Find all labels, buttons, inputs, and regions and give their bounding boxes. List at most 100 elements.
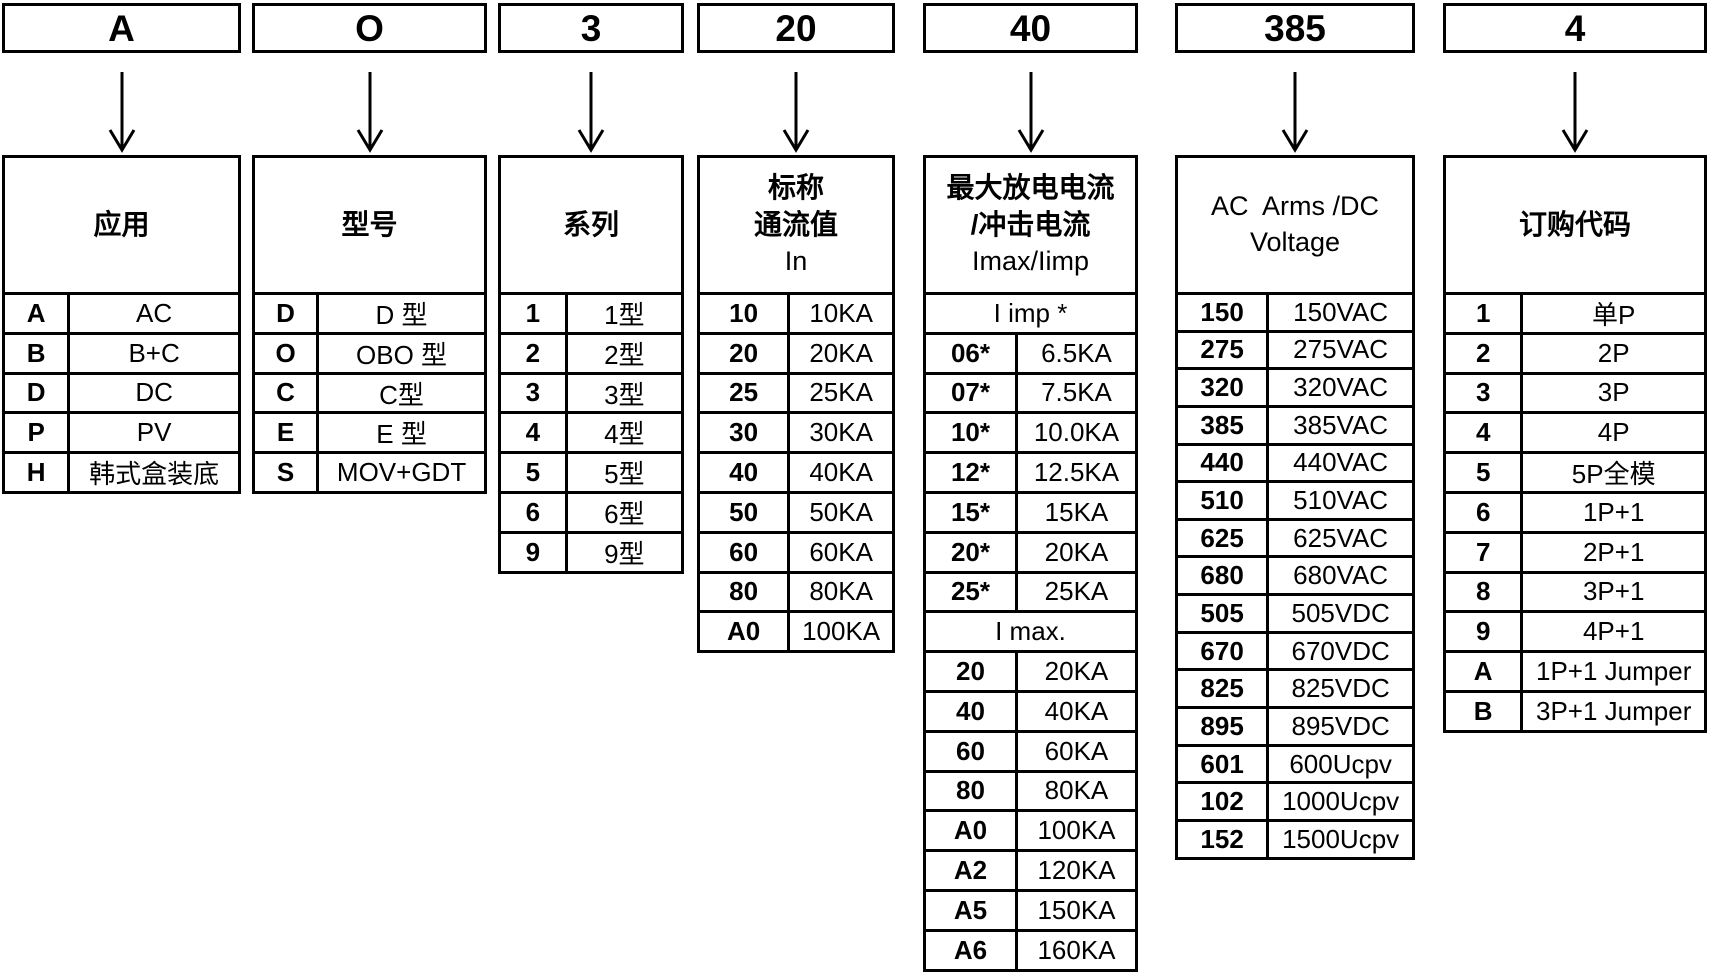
row-value-cell: 440VAC [1293, 447, 1389, 478]
row-value-cell: AC [136, 297, 173, 328]
table-row: S MOV+GDT [255, 451, 484, 491]
row-code-cell: 670 [1178, 633, 1270, 669]
row-value-cell: B+C [128, 337, 180, 368]
row-value-cell: 25KA [809, 377, 873, 408]
table-row: 150 150VAC [1178, 292, 1412, 330]
row-code-cell: 30 [700, 414, 791, 452]
row-code-cell: 9 [501, 533, 568, 571]
header-line: AC Arms /DC [1210, 191, 1379, 222]
table-row: 40 40KA [926, 689, 1135, 730]
row-code-cell: 2 [1446, 334, 1524, 372]
row-value-cell: 100KA [1037, 815, 1116, 846]
table-row: B 3P+1 Jumper [1446, 689, 1704, 730]
table-row: H 韩式盒装底 [5, 451, 238, 491]
row-code-cell: 06* [926, 334, 1018, 372]
header-line: 订购代码 [1518, 208, 1631, 240]
table-row: A0 100KA [700, 610, 892, 651]
row-value-cell: 120KA [1037, 855, 1116, 886]
table-row: 20* 20KA [926, 530, 1135, 571]
table-row: 1 1型 [501, 292, 681, 332]
row-value-cell: 80KA [809, 576, 873, 607]
row-code-cell: 80 [926, 772, 1018, 810]
table-row: 625 625VAC [1178, 517, 1412, 556]
row-value-cell: D 型 [375, 299, 428, 330]
down-arrow-icon [1014, 70, 1048, 154]
row-code-cell: 20 [700, 334, 791, 372]
row-value-cell: 20KA [1044, 656, 1109, 687]
down-arrow-icon [353, 70, 387, 154]
row-value-cell: 12.5KA [1033, 457, 1120, 488]
row-code-cell: 505 [1178, 596, 1270, 631]
row-code-cell: P [5, 414, 71, 452]
code-box: 4 [1443, 3, 1707, 53]
row-code-cell: 3 [501, 374, 568, 412]
header-line: 应用 [93, 208, 150, 240]
row-value-cell: 50KA [809, 496, 873, 527]
row-code-cell: C [255, 374, 320, 412]
table-row: 680 680VAC [1178, 555, 1412, 594]
row-code-cell: 10 [700, 295, 791, 332]
row-value-cell: 7.5KA [1041, 377, 1112, 408]
row-code-cell: 1 [1446, 295, 1524, 332]
header-line: 型号 [341, 208, 398, 240]
row-code-cell: 15* [926, 493, 1018, 531]
row-value-cell: 3型 [604, 379, 645, 410]
row-value-cell: 680VAC [1293, 560, 1389, 591]
row-value-cell: 5型 [604, 459, 645, 490]
table-row: P PV [5, 411, 238, 452]
row-value-cell: 9型 [604, 538, 645, 569]
row-code-cell: 8 [1446, 573, 1524, 611]
table-row: A0 100KA [926, 809, 1135, 850]
table-row: 7 2P+1 [1446, 530, 1704, 571]
table-row: 50 50KA [700, 490, 892, 531]
column-header: 型号 [255, 158, 484, 292]
row-value-cell: 1000Ucpv [1282, 786, 1400, 817]
row-value-cell: PV [136, 417, 172, 448]
row-code-cell: S [255, 454, 320, 491]
row-code-cell: H [5, 454, 71, 491]
row-code-cell: O [255, 334, 320, 372]
row-value-cell: 60KA [1044, 735, 1109, 766]
row-value-cell: 20KA [1044, 536, 1109, 567]
down-arrow-icon [574, 70, 608, 154]
row-value-cell: 600Ucpv [1289, 748, 1392, 779]
row-code-cell: 07* [926, 374, 1018, 412]
row-code-cell: 3 [1446, 374, 1524, 412]
section-subheader: I max. [926, 610, 1135, 650]
row-code-cell: 4 [1446, 414, 1524, 452]
row-value-cell: 20KA [809, 337, 873, 368]
row-code-cell: 25 [700, 374, 791, 412]
row-code-cell: 10* [926, 414, 1018, 452]
header-line: Voltage [1249, 227, 1341, 257]
row-code-cell: A5 [926, 891, 1018, 929]
row-value-cell: 320VAC [1293, 372, 1389, 403]
table-row: 6 1P+1 [1446, 490, 1704, 531]
row-code-cell: 625 [1178, 520, 1270, 556]
table-row: 30 30KA [700, 411, 892, 452]
row-code-cell: 60 [926, 732, 1018, 770]
header-line: 系列 [562, 208, 619, 240]
table-row: C C型 [255, 371, 484, 412]
table-row: 6 6型 [501, 490, 681, 531]
table-row: 60 60KA [700, 530, 892, 571]
row-value-cell: 4P+1 [1582, 616, 1645, 647]
row-code-cell: 5 [1446, 454, 1524, 491]
row-code-cell: 150 [1178, 295, 1270, 330]
row-code-cell: 895 [1178, 709, 1270, 744]
row-value-cell: 1型 [604, 299, 645, 330]
row-code-cell: 60 [700, 533, 791, 571]
row-code-cell: 50 [700, 493, 791, 531]
table-row: A6 160KA [926, 928, 1135, 969]
row-code-cell: 9 [1446, 613, 1524, 651]
row-value-cell: 韩式盒装底 [89, 459, 220, 490]
code-box: 3 [498, 3, 684, 53]
code-box: O [252, 3, 487, 53]
table-row: 385 385VAC [1178, 404, 1412, 443]
row-value-cell: 505VDC [1291, 597, 1390, 628]
table-row: 20 20KA [700, 331, 892, 372]
table-row: 9 4P+1 [1446, 610, 1704, 651]
row-code-cell: A [1446, 653, 1524, 690]
row-code-cell: A2 [926, 852, 1018, 889]
column-header: 最大放电电流/冲击电流 Imax/Iimp [926, 158, 1135, 292]
